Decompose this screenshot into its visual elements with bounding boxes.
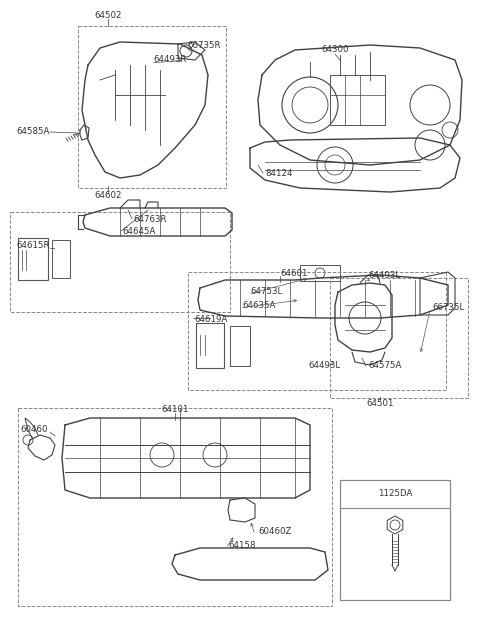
Text: 64501: 64501 [366,399,394,408]
Text: 66735R: 66735R [187,42,220,51]
Text: 64763R: 64763R [133,215,167,224]
Text: 64753L: 64753L [250,288,282,297]
Text: 60460: 60460 [20,426,48,435]
Text: 64300: 64300 [321,46,349,54]
Bar [78,26,226,188]
Bar [18,238,48,280]
Bar [230,326,250,366]
Text: 1125DA: 1125DA [378,490,412,499]
Text: 64615R: 64615R [16,240,49,249]
Bar [52,240,70,278]
Text: 64101: 64101 [161,406,189,415]
Text: 64493L: 64493L [368,272,400,281]
Bar [188,272,446,390]
Text: 64619A: 64619A [194,315,227,324]
Bar [330,75,385,125]
Bar [196,323,224,368]
Bar [330,278,468,398]
Text: 64602: 64602 [94,192,122,201]
Text: 64635A: 64635A [242,301,276,310]
Text: 64601: 64601 [280,269,308,278]
Bar [10,212,230,312]
Text: 66735L: 66735L [432,303,464,313]
Bar [340,480,450,600]
Text: 64493R: 64493R [153,56,186,65]
Bar [18,408,332,606]
Text: 64158: 64158 [228,542,255,551]
Text: 84124: 84124 [265,169,292,178]
Text: 60460Z: 60460Z [258,528,291,537]
Text: 64575A: 64575A [368,362,401,370]
Bar [300,265,340,281]
Text: 64502: 64502 [94,12,122,21]
Text: 64493L: 64493L [308,362,340,370]
Text: 64645A: 64645A [122,226,156,235]
Text: 64585A: 64585A [16,128,49,137]
